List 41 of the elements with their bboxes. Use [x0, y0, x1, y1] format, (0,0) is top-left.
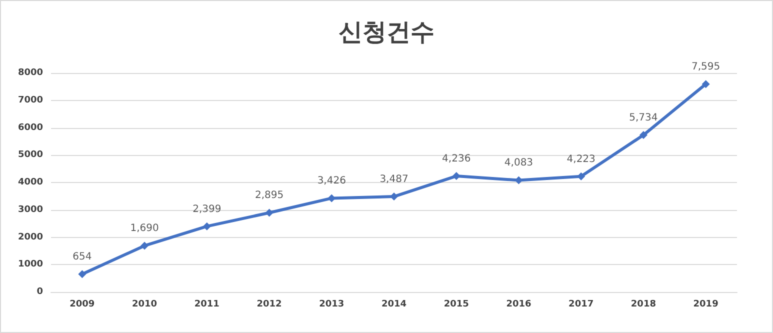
y-tick-label: 6000 [18, 122, 43, 133]
x-tick-label: 2015 [444, 300, 469, 310]
data-label: 5,734 [629, 112, 658, 124]
y-tick-label: 3000 [18, 204, 43, 215]
y-tick-label: 1000 [18, 260, 43, 270]
data-label: 654 [72, 252, 92, 263]
data-label: 7,595 [692, 62, 720, 73]
point [452, 172, 460, 180]
data-label: 2,399 [192, 204, 222, 215]
x-tick-label: 2016 [506, 300, 532, 310]
y-tick-label: 2000 [18, 232, 43, 242]
point [702, 80, 710, 88]
y-tick-label: 4000 [18, 178, 43, 188]
data-label: 4,083 [504, 158, 534, 169]
point [639, 131, 648, 140]
y-tick-label: 0 [36, 287, 43, 297]
x-tick-label: 2009 [70, 300, 95, 310]
data-label: 2,895 [254, 190, 284, 202]
point [577, 172, 586, 180]
x-tick-label: 2018 [630, 300, 656, 310]
point [140, 242, 149, 250]
point [78, 270, 86, 278]
y-tick-label: 7000 [18, 95, 43, 106]
data-label: 4,223 [566, 154, 596, 165]
data-label: 3,426 [317, 176, 346, 187]
x-tick-label: 2012 [256, 300, 282, 310]
data-label: 1,690 [130, 223, 159, 234]
point [202, 222, 211, 230]
y-tick-label: 8000 [18, 68, 43, 78]
chart-title: 신청건수 [338, 18, 434, 46]
x-tick-label: 2019 [693, 300, 718, 310]
x-tick-label: 2017 [568, 300, 594, 310]
data-label: 3,487 [380, 174, 408, 186]
x-tick-label: 2010 [132, 300, 158, 310]
point [390, 192, 398, 201]
data-label: 4,236 [442, 154, 471, 165]
x-tick-label: 2014 [381, 300, 407, 310]
y-tick-label: 5000 [18, 150, 43, 160]
point [265, 208, 274, 217]
x-tick-label: 2011 [194, 300, 220, 310]
x-tick-label: 2013 [319, 300, 344, 310]
